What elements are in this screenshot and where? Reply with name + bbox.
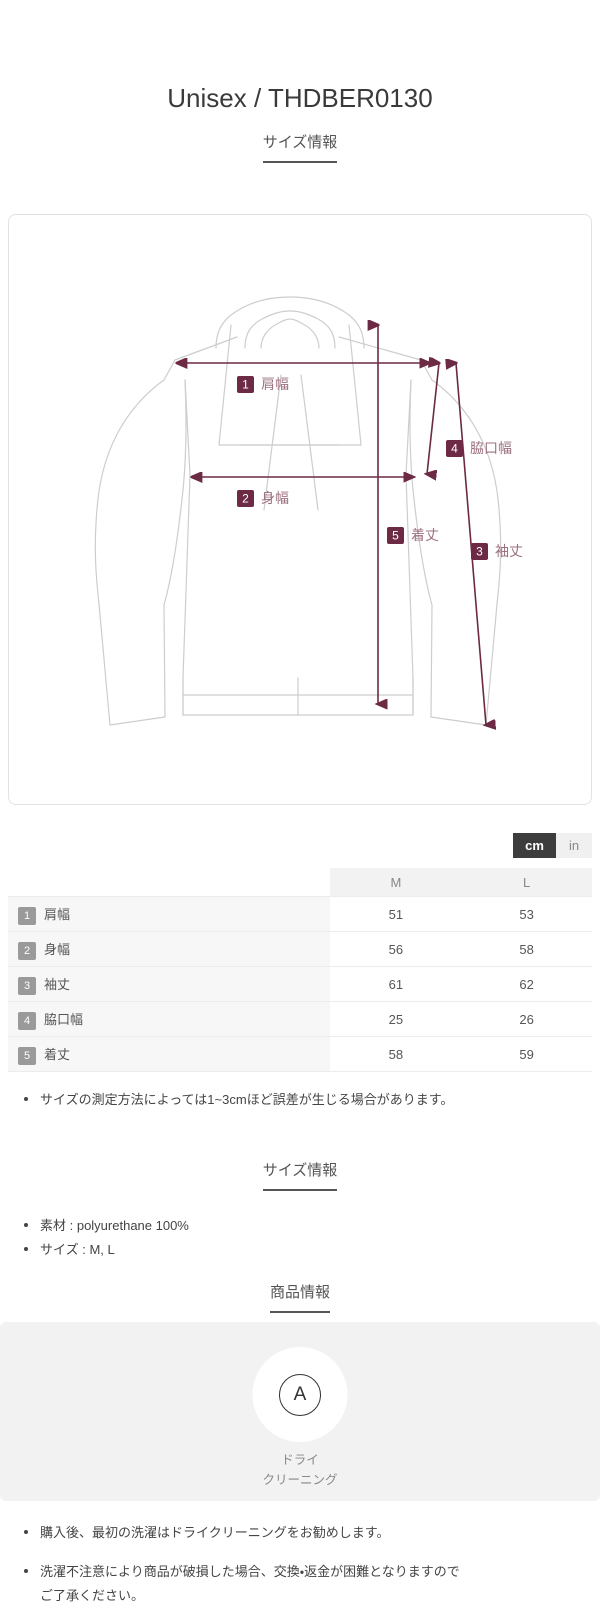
- svg-text:脇口幅: 脇口幅: [470, 440, 512, 456]
- svg-text:肩幅: 肩幅: [261, 376, 289, 392]
- svg-text:1: 1: [242, 378, 249, 392]
- svg-text:身幅: 身幅: [261, 490, 289, 506]
- svg-text:袖丈: 袖丈: [495, 543, 523, 559]
- svg-text:4: 4: [451, 442, 458, 456]
- svg-text:2: 2: [242, 492, 249, 506]
- svg-text:5: 5: [392, 529, 399, 543]
- svg-text:着丈: 着丈: [411, 527, 439, 543]
- svg-text:3: 3: [476, 545, 483, 559]
